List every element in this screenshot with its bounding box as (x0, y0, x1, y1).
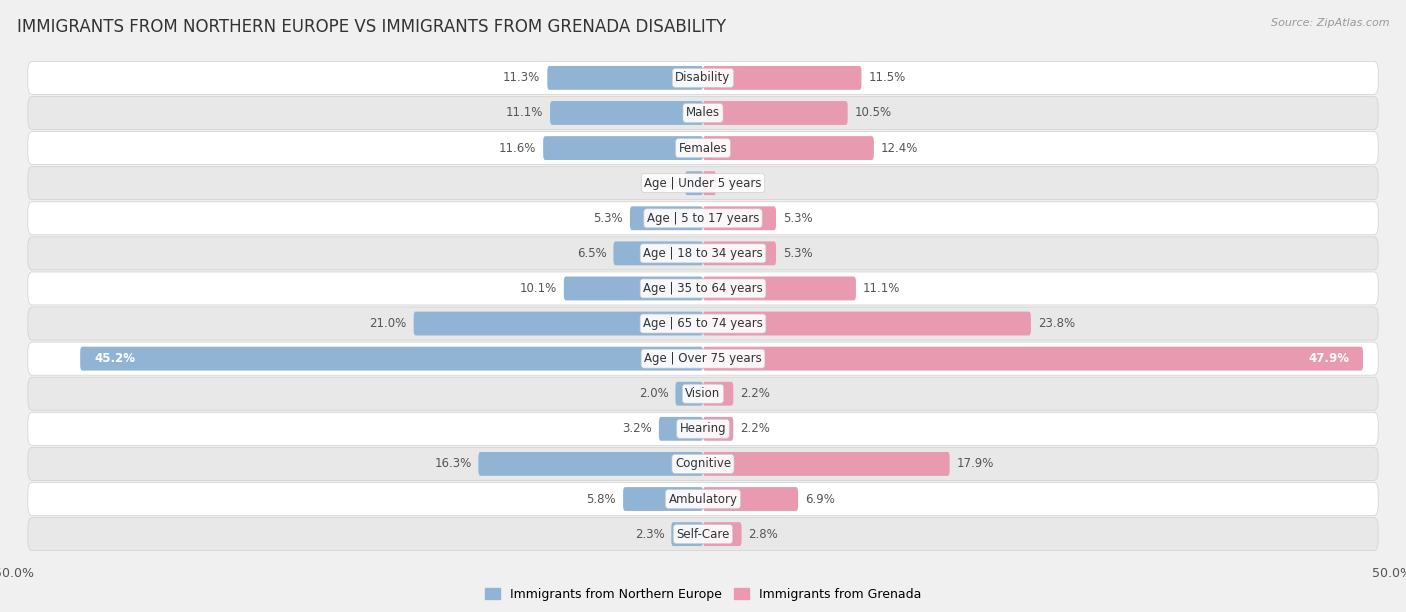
Text: 47.9%: 47.9% (1308, 352, 1350, 365)
Text: 1.3%: 1.3% (648, 177, 678, 190)
Text: Age | 35 to 64 years: Age | 35 to 64 years (643, 282, 763, 295)
Text: 10.5%: 10.5% (855, 106, 891, 119)
Text: Hearing: Hearing (679, 422, 727, 435)
FancyBboxPatch shape (28, 132, 1378, 165)
FancyBboxPatch shape (703, 382, 734, 406)
Text: Self-Care: Self-Care (676, 528, 730, 540)
FancyBboxPatch shape (28, 237, 1378, 270)
Text: 23.8%: 23.8% (1038, 317, 1076, 330)
FancyBboxPatch shape (28, 377, 1378, 410)
FancyBboxPatch shape (543, 136, 703, 160)
Text: 11.6%: 11.6% (499, 141, 536, 155)
FancyBboxPatch shape (703, 241, 776, 265)
Text: 16.3%: 16.3% (434, 457, 471, 471)
Text: Age | Over 75 years: Age | Over 75 years (644, 352, 762, 365)
FancyBboxPatch shape (630, 206, 703, 230)
FancyBboxPatch shape (659, 417, 703, 441)
Legend: Immigrants from Northern Europe, Immigrants from Grenada: Immigrants from Northern Europe, Immigra… (479, 583, 927, 606)
FancyBboxPatch shape (671, 522, 703, 546)
Text: 11.1%: 11.1% (863, 282, 900, 295)
FancyBboxPatch shape (703, 487, 799, 511)
Text: 12.4%: 12.4% (880, 141, 918, 155)
FancyBboxPatch shape (478, 452, 703, 476)
Text: Females: Females (679, 141, 727, 155)
FancyBboxPatch shape (703, 171, 716, 195)
FancyBboxPatch shape (28, 61, 1378, 94)
Text: Source: ZipAtlas.com: Source: ZipAtlas.com (1271, 18, 1389, 28)
FancyBboxPatch shape (28, 272, 1378, 305)
FancyBboxPatch shape (703, 312, 1031, 335)
Text: IMMIGRANTS FROM NORTHERN EUROPE VS IMMIGRANTS FROM GRENADA DISABILITY: IMMIGRANTS FROM NORTHERN EUROPE VS IMMIG… (17, 18, 725, 36)
Text: Ambulatory: Ambulatory (668, 493, 738, 506)
Text: 11.5%: 11.5% (869, 72, 905, 84)
FancyBboxPatch shape (685, 171, 703, 195)
Text: Age | 18 to 34 years: Age | 18 to 34 years (643, 247, 763, 260)
Text: Age | 5 to 17 years: Age | 5 to 17 years (647, 212, 759, 225)
Text: 17.9%: 17.9% (956, 457, 994, 471)
FancyBboxPatch shape (703, 522, 741, 546)
Text: Males: Males (686, 106, 720, 119)
FancyBboxPatch shape (703, 417, 734, 441)
Text: 45.2%: 45.2% (94, 352, 135, 365)
Text: 6.9%: 6.9% (806, 493, 835, 506)
FancyBboxPatch shape (703, 136, 875, 160)
FancyBboxPatch shape (613, 241, 703, 265)
Text: Cognitive: Cognitive (675, 457, 731, 471)
Text: Age | 65 to 74 years: Age | 65 to 74 years (643, 317, 763, 330)
Text: 5.8%: 5.8% (586, 493, 616, 506)
FancyBboxPatch shape (28, 518, 1378, 551)
Text: 3.2%: 3.2% (623, 422, 652, 435)
FancyBboxPatch shape (413, 312, 703, 335)
FancyBboxPatch shape (28, 202, 1378, 235)
FancyBboxPatch shape (703, 452, 949, 476)
Text: Disability: Disability (675, 72, 731, 84)
FancyBboxPatch shape (703, 206, 776, 230)
Text: 5.3%: 5.3% (593, 212, 623, 225)
Text: 2.2%: 2.2% (740, 422, 770, 435)
FancyBboxPatch shape (703, 101, 848, 125)
Text: 2.3%: 2.3% (634, 528, 665, 540)
Text: 5.3%: 5.3% (783, 212, 813, 225)
Text: 2.0%: 2.0% (638, 387, 669, 400)
FancyBboxPatch shape (28, 447, 1378, 480)
FancyBboxPatch shape (564, 277, 703, 300)
FancyBboxPatch shape (28, 412, 1378, 446)
FancyBboxPatch shape (703, 347, 1362, 371)
FancyBboxPatch shape (28, 342, 1378, 375)
FancyBboxPatch shape (28, 307, 1378, 340)
FancyBboxPatch shape (703, 66, 862, 90)
FancyBboxPatch shape (28, 166, 1378, 200)
FancyBboxPatch shape (28, 482, 1378, 515)
FancyBboxPatch shape (80, 347, 703, 371)
Text: 2.2%: 2.2% (740, 387, 770, 400)
Text: 2.8%: 2.8% (748, 528, 778, 540)
FancyBboxPatch shape (703, 277, 856, 300)
Text: 11.1%: 11.1% (506, 106, 543, 119)
FancyBboxPatch shape (675, 382, 703, 406)
FancyBboxPatch shape (547, 66, 703, 90)
FancyBboxPatch shape (550, 101, 703, 125)
Text: 21.0%: 21.0% (370, 317, 406, 330)
Text: Vision: Vision (685, 387, 721, 400)
Text: 10.1%: 10.1% (520, 282, 557, 295)
FancyBboxPatch shape (28, 97, 1378, 130)
Text: Age | Under 5 years: Age | Under 5 years (644, 177, 762, 190)
FancyBboxPatch shape (623, 487, 703, 511)
Text: 5.3%: 5.3% (783, 247, 813, 260)
Text: 0.94%: 0.94% (723, 177, 761, 190)
Text: 6.5%: 6.5% (576, 247, 606, 260)
Text: 11.3%: 11.3% (503, 72, 540, 84)
